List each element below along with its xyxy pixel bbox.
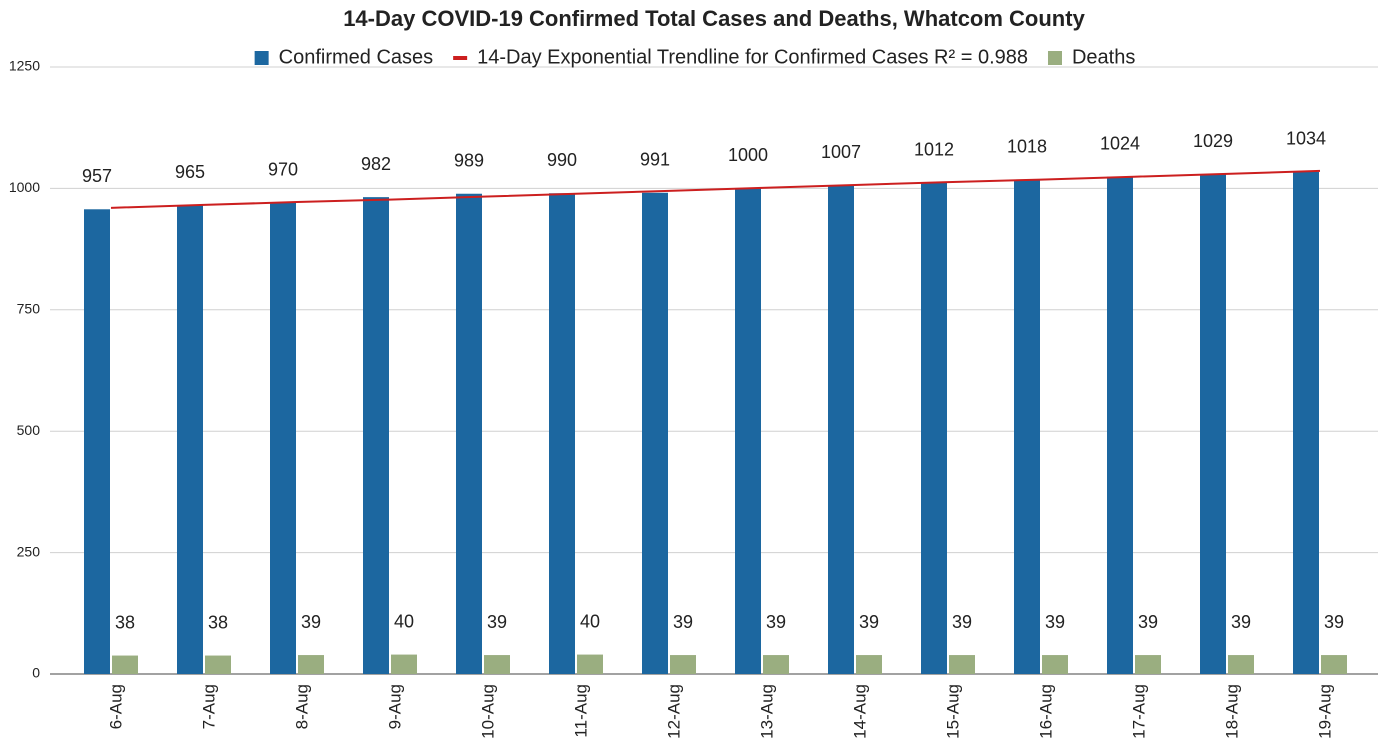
bar: [949, 655, 975, 674]
x-tick-label: 7-Aug: [199, 684, 218, 729]
x-tick-label: 17-Aug: [1129, 684, 1148, 739]
data-label: 989: [454, 150, 484, 170]
y-tick-label: 1000: [9, 179, 40, 195]
data-label: 40: [580, 611, 600, 631]
data-label: 39: [859, 612, 879, 632]
x-tick-label: 19-Aug: [1315, 684, 1334, 739]
data-label: 39: [1324, 612, 1344, 632]
data-label: 39: [301, 612, 321, 632]
bar: [735, 188, 761, 674]
chart-title: 14-Day COVID-19 Confirmed Total Cases an…: [343, 6, 1085, 31]
bar: [177, 205, 203, 674]
x-tick-label: 11-Aug: [571, 684, 590, 738]
x-tick-label: 9-Aug: [385, 684, 404, 729]
bar: [1293, 171, 1319, 675]
data-label: 40: [394, 611, 414, 631]
bar: [549, 193, 575, 675]
bar: [1321, 655, 1347, 674]
data-label: 1000: [728, 145, 768, 165]
bar: [921, 182, 947, 674]
legend-label: 14-Day Exponential Trendline for Confirm…: [477, 46, 1028, 68]
data-label: 39: [1045, 612, 1065, 632]
bar: [484, 655, 510, 674]
legend-label: Deaths: [1072, 46, 1135, 68]
data-label: 1007: [821, 142, 861, 162]
legend-label: Confirmed Cases: [279, 46, 434, 68]
y-tick-label: 500: [17, 422, 41, 438]
bar: [391, 654, 417, 674]
data-label: 38: [208, 612, 228, 632]
data-label: 965: [175, 162, 205, 182]
bar: [112, 655, 138, 674]
data-label: 1029: [1193, 131, 1233, 151]
x-tick-label: 14-Aug: [850, 684, 869, 739]
data-label: 1034: [1286, 129, 1326, 149]
data-label: 39: [1138, 612, 1158, 632]
legend-item: Deaths: [1047, 46, 1135, 68]
bar: [577, 654, 603, 674]
data-label: 39: [487, 612, 507, 632]
legend-item: 14-Day Exponential Trendline for Confirm…: [453, 46, 1028, 68]
bar: [205, 655, 231, 674]
y-tick-label: 0: [32, 665, 40, 681]
data-label: 982: [361, 154, 391, 174]
bar: [1014, 179, 1040, 675]
bar: [763, 655, 789, 674]
bar: [856, 655, 882, 674]
bar: [456, 193, 482, 675]
data-label: 39: [1231, 612, 1251, 632]
x-tick-label: 18-Aug: [1222, 684, 1241, 739]
data-label: 38: [115, 612, 135, 632]
bar: [1042, 655, 1068, 674]
data-label: 39: [673, 612, 693, 632]
bar: [670, 655, 696, 674]
legend-swatch: [1047, 51, 1062, 65]
data-label: 1012: [914, 139, 954, 159]
bar: [1135, 655, 1161, 674]
bar: [642, 192, 668, 675]
y-tick-label: 750: [17, 301, 41, 317]
bar: [1200, 174, 1226, 674]
bar: [1228, 655, 1254, 674]
data-label: 970: [268, 160, 298, 180]
x-tick-label: 8-Aug: [292, 684, 311, 729]
x-tick-label: 6-Aug: [106, 684, 125, 729]
data-label: 1024: [1100, 133, 1140, 153]
y-tick-label: 1250: [9, 58, 40, 74]
bar: [1107, 176, 1133, 674]
x-tick-label: 15-Aug: [943, 684, 962, 739]
legend-swatch: [254, 51, 269, 65]
bar: [828, 185, 854, 674]
x-tick-label: 16-Aug: [1036, 684, 1055, 739]
legend-swatch: [453, 56, 468, 60]
data-label: 957: [82, 166, 112, 186]
data-label: 990: [547, 150, 577, 170]
bar: [363, 197, 389, 674]
bar: [270, 202, 296, 674]
x-tick-label: 13-Aug: [757, 684, 776, 739]
trendline: [110, 169, 1321, 209]
data-label: 39: [766, 612, 786, 632]
data-label: 1018: [1007, 136, 1047, 156]
legend-item: Confirmed Cases: [254, 46, 434, 68]
y-tick-label: 250: [17, 543, 41, 559]
data-label: 991: [640, 150, 670, 170]
x-tick-label: 12-Aug: [664, 684, 683, 739]
x-tick-label: 10-Aug: [478, 684, 497, 739]
data-label: 39: [952, 612, 972, 632]
bar: [84, 209, 110, 674]
bar: [298, 655, 324, 674]
